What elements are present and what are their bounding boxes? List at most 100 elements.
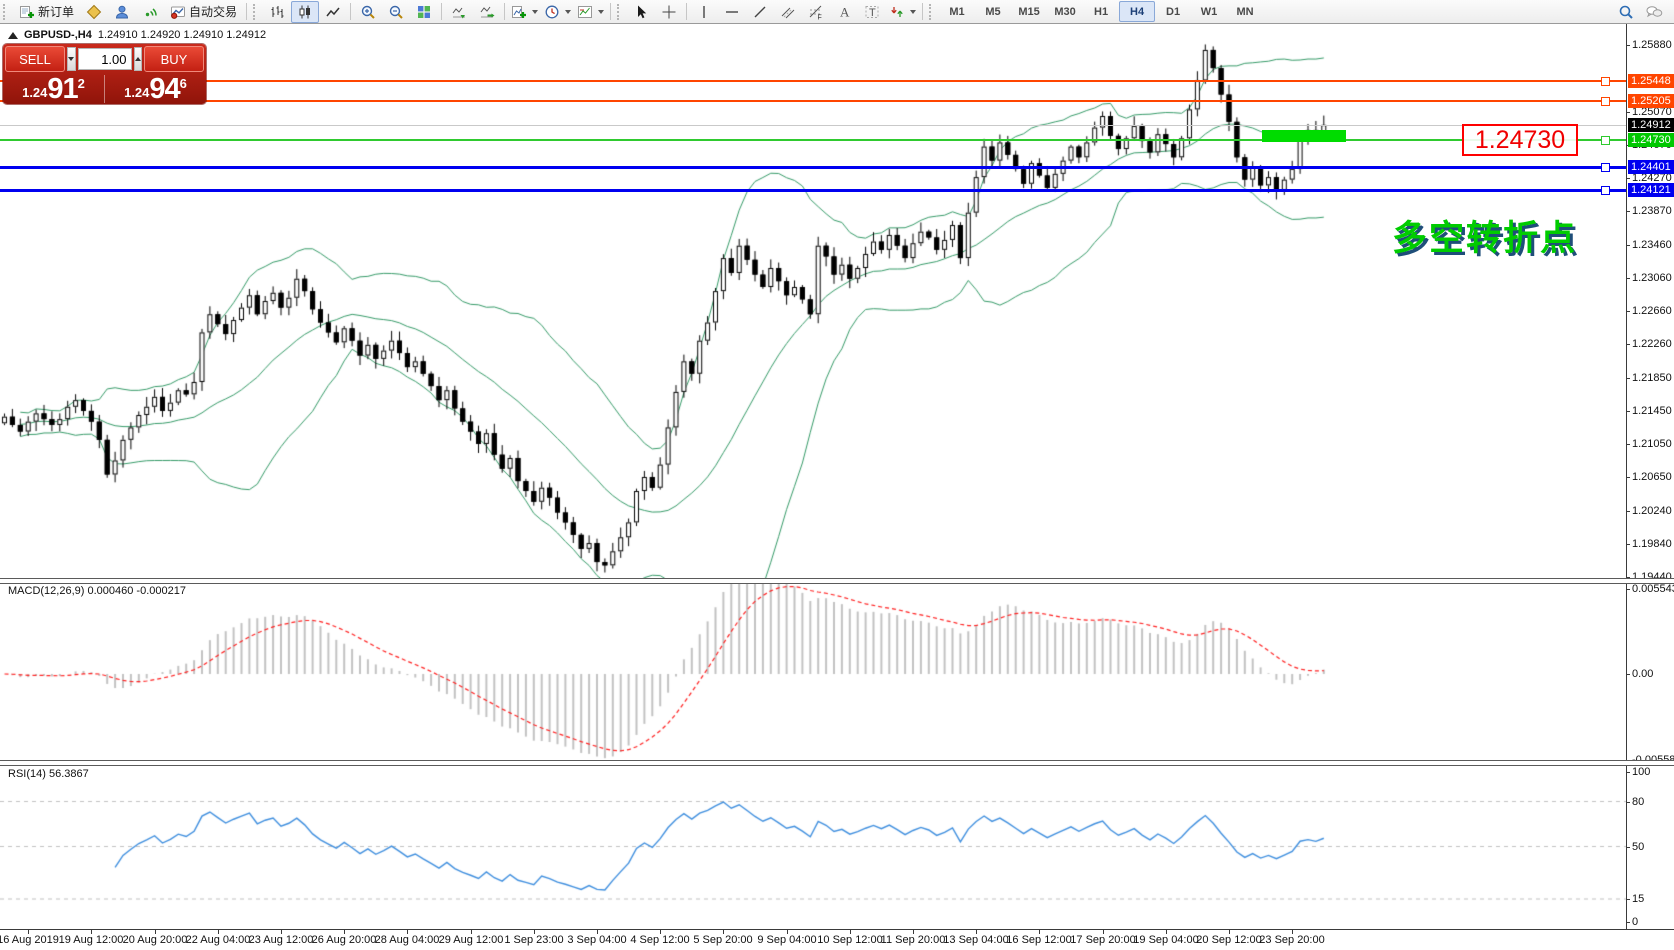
bar-chart-button[interactable] [263, 1, 291, 23]
metaeditor-button[interactable] [80, 1, 108, 23]
horizontal-level-line-1.24730[interactable] [0, 139, 1626, 141]
timeframe-button-d1[interactable]: D1 [1166, 5, 1181, 18]
macd-values: 0.000460 -0.000217 [87, 585, 186, 597]
tick-mark [1626, 543, 1630, 545]
timeframe-button-h4[interactable]: H4 [1119, 1, 1156, 22]
toolbar-grip[interactable] [617, 3, 624, 20]
horizontal-level-line-1.25448[interactable] [0, 80, 1626, 82]
community-button[interactable] [108, 1, 136, 23]
rsi-indicator-canvas[interactable] [0, 764, 1626, 929]
level-price-callout[interactable]: 1.24730 [1462, 124, 1578, 156]
time-tick [1039, 930, 1040, 934]
line-anchor[interactable] [1601, 136, 1610, 145]
pane-splitter[interactable] [0, 578, 1674, 584]
signals-button[interactable] [136, 1, 164, 23]
new-order-button[interactable]: 新订单 [13, 1, 80, 23]
toolbar-grip[interactable] [3, 3, 10, 20]
bar-chart-icon [269, 4, 285, 20]
tick-mark [1626, 310, 1630, 312]
vertical-line-tool-button[interactable] [690, 1, 718, 23]
fibonacci-tool-button[interactable]: F [802, 1, 830, 23]
cursor-button[interactable] [627, 1, 655, 23]
trendline-icon [752, 4, 768, 20]
search-button[interactable] [1612, 1, 1640, 23]
timeframe-button-m1[interactable]: M1 [949, 5, 965, 18]
horizontal-line-tool-button[interactable] [718, 1, 746, 23]
horizontal-level-line-1.24401[interactable] [0, 166, 1626, 169]
arrows-tool-button[interactable] [886, 1, 919, 23]
price-tick: 1.22260 [1632, 337, 1672, 350]
timeframe-button-m15[interactable]: M15 [1018, 5, 1040, 18]
rsi-tick: 80 [1632, 795, 1645, 808]
periods-button[interactable] [541, 1, 574, 23]
price-tick: 1.23060 [1632, 271, 1672, 284]
line-anchor[interactable] [1601, 186, 1610, 195]
tile-windows-button[interactable] [410, 1, 438, 23]
time-tick [1103, 930, 1104, 934]
time-tick [344, 930, 345, 934]
macd-name: MACD(12,26,9) [8, 585, 85, 597]
equidistant-channel-tool-button[interactable] [774, 1, 802, 23]
dropdown-caret-icon [565, 9, 572, 14]
price-scale[interactable]: 1.258801.250701.246701.242701.238701.234… [1626, 23, 1674, 929]
zoom-in-button[interactable] [354, 1, 382, 23]
volume-decrease-button[interactable] [67, 47, 76, 71]
dropdown-caret-icon [532, 9, 539, 14]
line-anchor[interactable] [1601, 163, 1610, 172]
rsi-tick: 15 [1632, 893, 1645, 905]
tick-mark [1626, 589, 1630, 590]
pane-splitter[interactable] [0, 760, 1674, 766]
line-anchor[interactable] [1601, 77, 1610, 86]
search-icon [1618, 4, 1634, 20]
timeframe-button-mn[interactable]: MN [1236, 5, 1254, 18]
tick-mark [1626, 899, 1630, 900]
text-tool-button[interactable]: A [830, 1, 858, 23]
horizontal-level-line-1.24121[interactable] [0, 189, 1626, 192]
toolbar-grip[interactable] [929, 3, 936, 20]
line-chart-button[interactable] [319, 1, 347, 23]
tick-mark [1626, 510, 1630, 512]
candlestick-chart-button[interactable] [291, 0, 320, 23]
templates-button[interactable] [574, 1, 607, 23]
time-axis-label: 3 Sep 04:00 [567, 934, 627, 946]
turning-point-annotation[interactable]: 多空转折点 [1392, 219, 1578, 258]
autotrading-button[interactable]: 自动交易 [164, 1, 243, 23]
time-axis[interactable]: 16 Aug 2019 19 Aug 12:00 20 Aug 20:00 22 Au… [0, 929, 1674, 950]
support-highlight-rectangle[interactable] [1262, 130, 1346, 142]
toolbar-grip[interactable] [253, 3, 260, 20]
sell-price[interactable]: 1.24 91 2 [3, 73, 104, 105]
person-icon [114, 4, 130, 20]
macd-indicator-canvas[interactable] [0, 582, 1626, 760]
timeframe-button-w1[interactable]: W1 [1200, 5, 1218, 18]
line-anchor[interactable] [1601, 97, 1610, 106]
price-chart-canvas[interactable] [0, 23, 1626, 578]
chat-button[interactable] [1640, 1, 1668, 23]
buy-button[interactable]: BUY [144, 46, 204, 72]
text-label-tool-button[interactable]: T [858, 1, 886, 23]
candlestick-icon [297, 4, 313, 20]
zoom-out-button[interactable] [382, 1, 410, 23]
new-order-label: 新订单 [38, 5, 75, 19]
collapse-panel-arrow-icon[interactable] [8, 31, 18, 39]
autotrading-label: 自动交易 [189, 5, 238, 19]
tick-mark [1626, 846, 1630, 848]
volume-input[interactable] [77, 48, 132, 70]
timeframe-button-m30[interactable]: M30 [1054, 5, 1076, 18]
timeframe-button-h1[interactable]: H1 [1094, 5, 1109, 18]
time-tick [976, 930, 977, 934]
auto-scroll-button[interactable] [445, 1, 473, 23]
timeframe-button-m5[interactable]: M5 [985, 5, 1001, 18]
horizontal-level-line-1.25205[interactable] [0, 100, 1626, 102]
sell-button[interactable]: SELL [5, 46, 65, 72]
toolbar-separator [686, 3, 688, 20]
crosshair-button[interactable] [655, 1, 683, 23]
chart-shift-button[interactable] [473, 1, 501, 23]
dropdown-caret-icon [910, 9, 917, 14]
tick-mark [1626, 277, 1630, 279]
time-axis-label: 23 Sep 20:00 [1259, 934, 1325, 946]
add-indicator-button[interactable] [508, 1, 541, 23]
buy-price[interactable]: 1.24 94 6 [105, 73, 206, 105]
trendline-tool-button[interactable] [746, 1, 774, 23]
volume-increase-button[interactable] [133, 47, 142, 71]
